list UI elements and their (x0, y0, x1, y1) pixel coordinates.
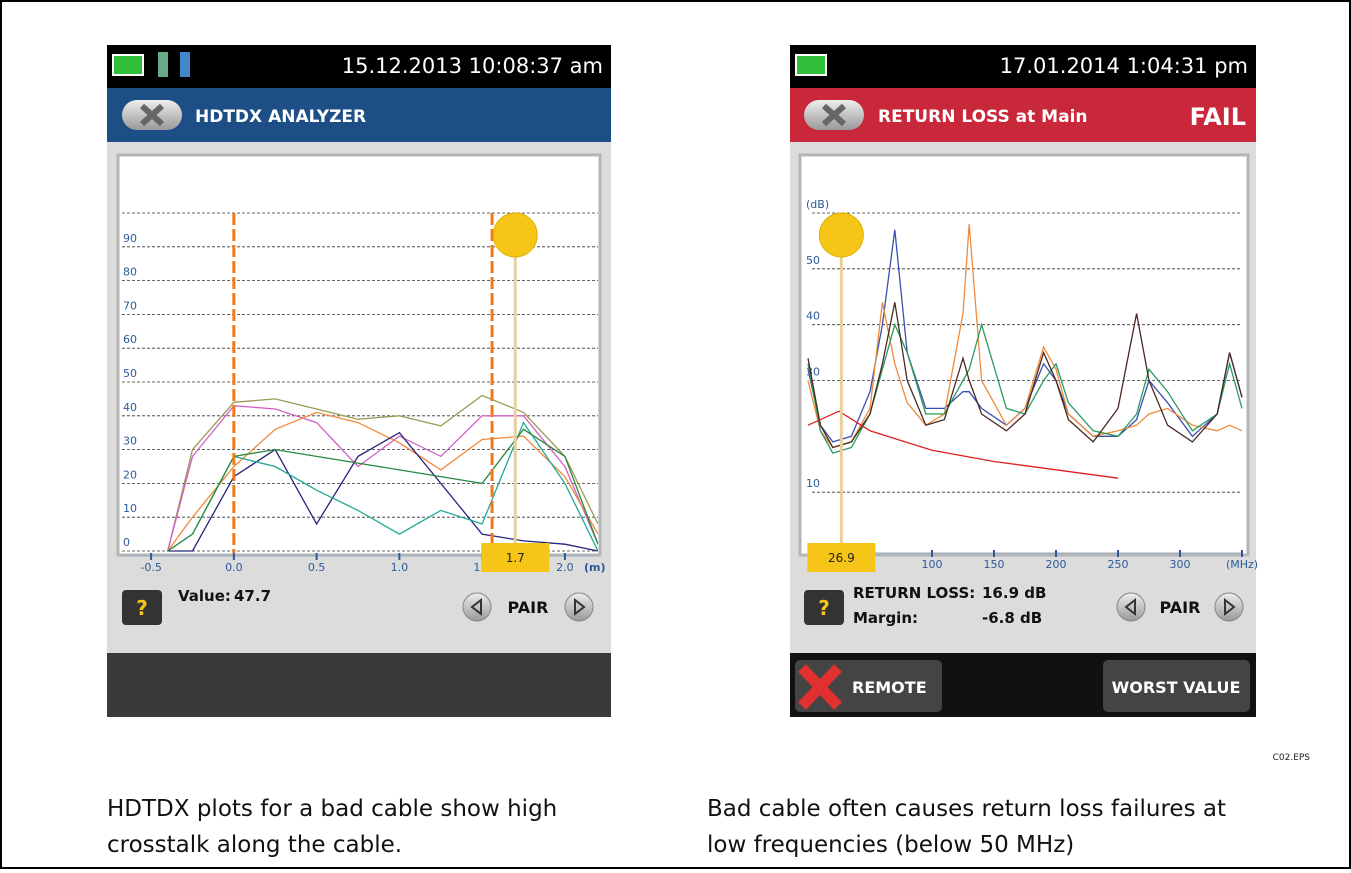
y-tick-label: 10 (806, 477, 820, 490)
y-tick-label: 50 (123, 367, 137, 380)
prev-pair[interactable] (1117, 593, 1145, 621)
figure-id: C02.EPS (1273, 753, 1311, 763)
cursor-label: 1.7 (506, 551, 525, 565)
result: FAIL (1190, 103, 1246, 131)
plot-frame (800, 155, 1248, 555)
cursor-label: 26.9 (828, 551, 855, 565)
x-tick-label: 300 (1170, 558, 1191, 571)
caption: crosstalk along the cable. (107, 832, 402, 858)
y-tick-label: (dB) (806, 198, 829, 211)
x-tick-label: 100 (922, 558, 943, 571)
footer-bar (107, 653, 611, 717)
y-tick-label: 0 (123, 536, 130, 549)
y-tick-label: 60 (123, 333, 137, 346)
x-tick-label: 200 (1046, 558, 1067, 571)
value: 47.7 (234, 587, 271, 605)
next-pair[interactable] (565, 593, 593, 621)
caption: Bad cable often causes return loss failu… (707, 796, 1226, 822)
y-tick-label: 40 (806, 310, 820, 323)
page: 15.12.2013 10:08:37 am HDTDX ANALYZER ? … (0, 0, 1351, 873)
y-tick-label: 40 (123, 401, 137, 414)
y-tick-label: 70 (123, 299, 137, 312)
y-tick-label: 10 (123, 502, 137, 515)
figure: 15.12.2013 10:08:37 am HDTDX ANALYZER ? … (0, 0, 1351, 869)
worst-value-label: WORST VALUE (1112, 678, 1241, 697)
device-right: 17.01.2014 1:04:31 pm RETURN LOSS at Mai… (790, 45, 1256, 717)
return-loss-value: 16.9 dB (982, 584, 1046, 602)
return-loss-label: RETURN LOSS: (853, 584, 975, 602)
y-tick-label: 20 (123, 468, 137, 481)
margin-value: -6.8 dB (982, 609, 1042, 627)
y-tick-label: 30 (123, 435, 137, 448)
remote-icon (158, 52, 168, 77)
y-tick-label: 80 (123, 266, 137, 279)
x-tick-label: 0.5 (308, 561, 326, 574)
next-pair[interactable] (1215, 593, 1243, 621)
pair-label: PAIR (508, 598, 549, 617)
remote-label: REMOTE (852, 678, 927, 697)
prev-pair[interactable] (463, 593, 491, 621)
caption: low frequencies (below 50 MHz) (707, 832, 1074, 858)
help-label: ? (136, 596, 148, 620)
cursor-handle[interactable] (819, 213, 863, 257)
x-tick-label: 0.0 (225, 561, 243, 574)
x-tick-label: 150 (984, 558, 1005, 571)
x-unit: (m) (584, 561, 606, 574)
x-tick-label: (MHz) (1226, 558, 1258, 571)
x-tick-label: 1.0 (391, 561, 409, 574)
datetime: 15.12.2013 10:08:37 am (342, 54, 603, 78)
battery (796, 55, 826, 75)
x-tick-label: -0.5 (140, 561, 161, 574)
cursor-handle[interactable] (493, 213, 537, 257)
help-label: ? (818, 596, 830, 620)
device-left: 15.12.2013 10:08:37 am HDTDX ANALYZER ? … (107, 45, 611, 717)
y-tick-label: 50 (806, 254, 820, 267)
header-title: RETURN LOSS at Main (878, 107, 1088, 127)
datetime: 17.01.2014 1:04:31 pm (1000, 54, 1248, 78)
pair-label: PAIR (1160, 598, 1201, 617)
x-tick-label: 2.0 (556, 561, 574, 574)
x-tick-label: 250 (1108, 558, 1129, 571)
value-label: Value: (178, 587, 231, 605)
remote-icon (180, 52, 190, 77)
caption: HDTDX plots for a bad cable show high (107, 796, 557, 822)
plot-frame (118, 155, 600, 555)
header-title: HDTDX ANALYZER (195, 107, 366, 127)
y-tick-label: 90 (123, 232, 137, 245)
margin-label: Margin: (853, 609, 918, 627)
battery (113, 55, 143, 75)
